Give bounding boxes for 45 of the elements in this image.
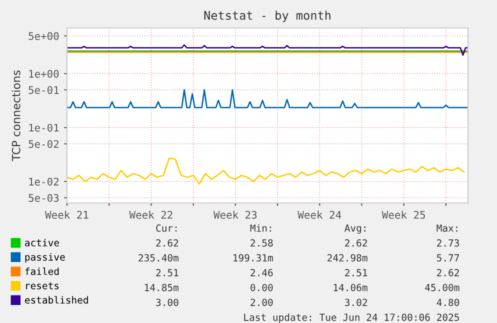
legend-label: failed — [25, 267, 59, 276]
text: 0.00 — [250, 284, 273, 292]
text: 235.40m — [138, 254, 178, 262]
line-series — [67, 158, 465, 185]
text: Avg: — [344, 224, 366, 234]
text: 3.02 — [345, 298, 367, 306]
text: Last update: Tue Jun 24 17:00:06 2025 — [244, 313, 459, 323]
text: 14.06m — [334, 284, 368, 292]
text: 14.85m — [144, 284, 178, 292]
text: Min: — [250, 224, 272, 232]
text: 2.51 — [156, 269, 178, 276]
x-tick-label: Week 24 — [298, 210, 342, 219]
legend-label: passive — [25, 253, 65, 263]
legend-label: active — [25, 238, 59, 246]
text: 2.73 — [437, 239, 459, 247]
text: 3.00 — [156, 298, 178, 306]
x-tick-label: Week 21 — [45, 210, 88, 219]
y-tick-label: 5e-03 — [28, 194, 59, 202]
text: 2.62 — [345, 239, 367, 247]
legend-label: resets — [26, 282, 59, 290]
y-tick-label: 1e-02 — [29, 178, 58, 186]
x-tick-label: Week 25 — [382, 210, 425, 219]
x-tick-label: Week 22 — [129, 210, 172, 219]
text: 242.98m — [328, 254, 368, 262]
text: Cur: — [156, 224, 177, 232]
text: 2.00 — [250, 298, 273, 306]
text: 5.77 — [436, 254, 459, 262]
legend-label: established — [25, 296, 88, 304]
text: 45.00m — [425, 284, 460, 292]
text: 2.51 — [345, 269, 368, 276]
text: 2.62 — [437, 269, 459, 276]
text: 2.46 — [250, 269, 273, 276]
text: Max: — [436, 224, 458, 232]
text: 2.58 — [250, 239, 273, 247]
y-tick-label: 5e-01 — [28, 86, 59, 94]
y-tick-label: 5e+00 — [28, 32, 59, 40]
text: 199.31m — [234, 254, 273, 262]
y-axis-title: TCP connections — [12, 70, 20, 162]
y-tick-label: 5e-02 — [28, 140, 58, 148]
text: 4.80 — [436, 298, 460, 306]
chart-title: Netstat - by month — [204, 10, 330, 22]
y-tick-label: 1e+00 — [29, 70, 59, 78]
text: 2.62 — [156, 239, 178, 247]
y-tick-label: 1e-01 — [29, 124, 59, 132]
x-tick-label: Week 23 — [213, 210, 257, 219]
